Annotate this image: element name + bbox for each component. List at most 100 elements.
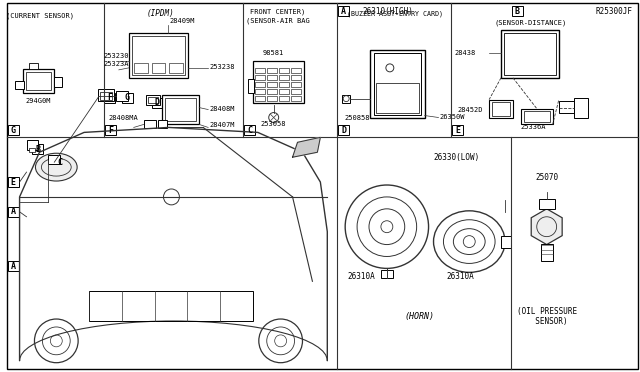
Bar bbox=[501, 235, 511, 247]
Bar bbox=[116, 91, 128, 101]
Text: 26310A: 26310A bbox=[447, 272, 474, 281]
Text: (SENSOR-AIR BAG: (SENSOR-AIR BAG bbox=[246, 18, 310, 25]
Text: 28409M: 28409M bbox=[170, 18, 195, 24]
Bar bbox=[492, 102, 510, 116]
Bar bbox=[129, 33, 188, 78]
Text: 25323A: 25323A bbox=[104, 61, 129, 67]
Bar bbox=[278, 82, 289, 87]
Bar bbox=[248, 79, 254, 93]
Bar bbox=[278, 75, 289, 80]
Text: (BUZZER ASSY-ENTRY CARD): (BUZZER ASSY-ENTRY CARD) bbox=[347, 10, 443, 16]
Bar bbox=[255, 75, 265, 80]
Text: 28408MA: 28408MA bbox=[109, 115, 139, 122]
Bar bbox=[370, 50, 424, 118]
Bar bbox=[104, 93, 115, 103]
Bar bbox=[291, 68, 301, 73]
Bar bbox=[291, 89, 301, 94]
Bar bbox=[338, 125, 349, 135]
Bar bbox=[524, 110, 550, 122]
Bar bbox=[255, 68, 265, 73]
Bar bbox=[134, 63, 148, 73]
Bar bbox=[342, 94, 350, 103]
Text: A: A bbox=[11, 262, 15, 271]
Bar bbox=[278, 68, 289, 73]
Text: (IPDM): (IPDM) bbox=[147, 9, 175, 18]
Bar bbox=[26, 72, 51, 90]
Text: R25300JF: R25300JF bbox=[595, 7, 632, 16]
Text: B: B bbox=[35, 145, 40, 154]
Text: 294G0M: 294G0M bbox=[26, 97, 51, 104]
Bar bbox=[164, 98, 196, 122]
Text: 26310(HIGH): 26310(HIGH) bbox=[362, 7, 413, 16]
Bar bbox=[541, 244, 553, 262]
Text: 253238: 253238 bbox=[209, 64, 235, 70]
Text: 28408M: 28408M bbox=[209, 106, 235, 112]
Bar bbox=[338, 6, 349, 16]
Bar bbox=[157, 121, 168, 128]
Bar bbox=[54, 77, 62, 87]
Bar bbox=[152, 63, 166, 73]
Text: 25070: 25070 bbox=[535, 173, 558, 182]
Text: D: D bbox=[341, 126, 346, 135]
Text: 26350W: 26350W bbox=[440, 115, 465, 121]
Text: 253058: 253058 bbox=[261, 121, 287, 128]
Bar bbox=[521, 109, 553, 125]
Text: G: G bbox=[11, 126, 15, 135]
Bar bbox=[501, 30, 559, 78]
Bar bbox=[148, 97, 157, 103]
Bar bbox=[267, 96, 276, 101]
Text: 28452D: 28452D bbox=[458, 106, 483, 113]
Bar bbox=[381, 270, 393, 278]
Bar bbox=[452, 125, 463, 135]
Text: A: A bbox=[341, 7, 346, 16]
Polygon shape bbox=[531, 209, 562, 244]
Bar bbox=[539, 199, 555, 209]
Text: 250858: 250858 bbox=[344, 115, 370, 122]
Bar bbox=[278, 96, 289, 101]
Bar bbox=[291, 82, 301, 87]
Text: E: E bbox=[11, 177, 15, 186]
Text: F: F bbox=[107, 93, 112, 102]
Text: 98581: 98581 bbox=[263, 50, 284, 56]
Bar bbox=[255, 82, 265, 87]
Text: E: E bbox=[455, 126, 460, 135]
Bar bbox=[122, 93, 132, 103]
Text: B: B bbox=[515, 7, 520, 16]
Text: (HORN): (HORN) bbox=[404, 311, 435, 321]
Text: FRONT CENTER): FRONT CENTER) bbox=[250, 8, 305, 15]
Text: (CURRENT SENSOR): (CURRENT SENSOR) bbox=[6, 12, 74, 19]
Bar bbox=[267, 89, 276, 94]
Text: 28407M: 28407M bbox=[209, 122, 235, 128]
Text: D: D bbox=[154, 98, 159, 107]
Bar bbox=[132, 36, 186, 75]
Bar bbox=[152, 98, 163, 108]
Bar bbox=[105, 125, 116, 135]
Bar bbox=[161, 94, 199, 125]
Bar bbox=[49, 155, 60, 164]
Text: 28438: 28438 bbox=[454, 50, 476, 56]
Text: F: F bbox=[108, 126, 113, 135]
Bar bbox=[8, 207, 19, 217]
Bar bbox=[253, 61, 305, 103]
Bar bbox=[89, 291, 253, 321]
Text: (SENSOR-DISTANCE): (SENSOR-DISTANCE) bbox=[495, 20, 567, 26]
Bar bbox=[267, 75, 276, 80]
Bar bbox=[559, 101, 575, 113]
Text: 25336A: 25336A bbox=[521, 124, 547, 131]
Bar bbox=[267, 82, 276, 87]
Bar bbox=[255, 96, 265, 101]
Text: 26310A: 26310A bbox=[347, 272, 375, 281]
Text: 253230: 253230 bbox=[104, 53, 129, 59]
Text: 26330(LOW): 26330(LOW) bbox=[433, 153, 480, 162]
Bar bbox=[8, 125, 19, 135]
Bar bbox=[29, 63, 38, 69]
Bar bbox=[54, 157, 65, 167]
Text: (OIL PRESSURE: (OIL PRESSURE bbox=[516, 307, 577, 315]
Bar bbox=[244, 125, 255, 135]
Bar bbox=[376, 83, 419, 113]
Polygon shape bbox=[292, 137, 321, 157]
Bar bbox=[143, 121, 156, 128]
Text: A: A bbox=[11, 207, 15, 216]
Bar bbox=[278, 89, 289, 94]
Bar bbox=[98, 89, 114, 101]
